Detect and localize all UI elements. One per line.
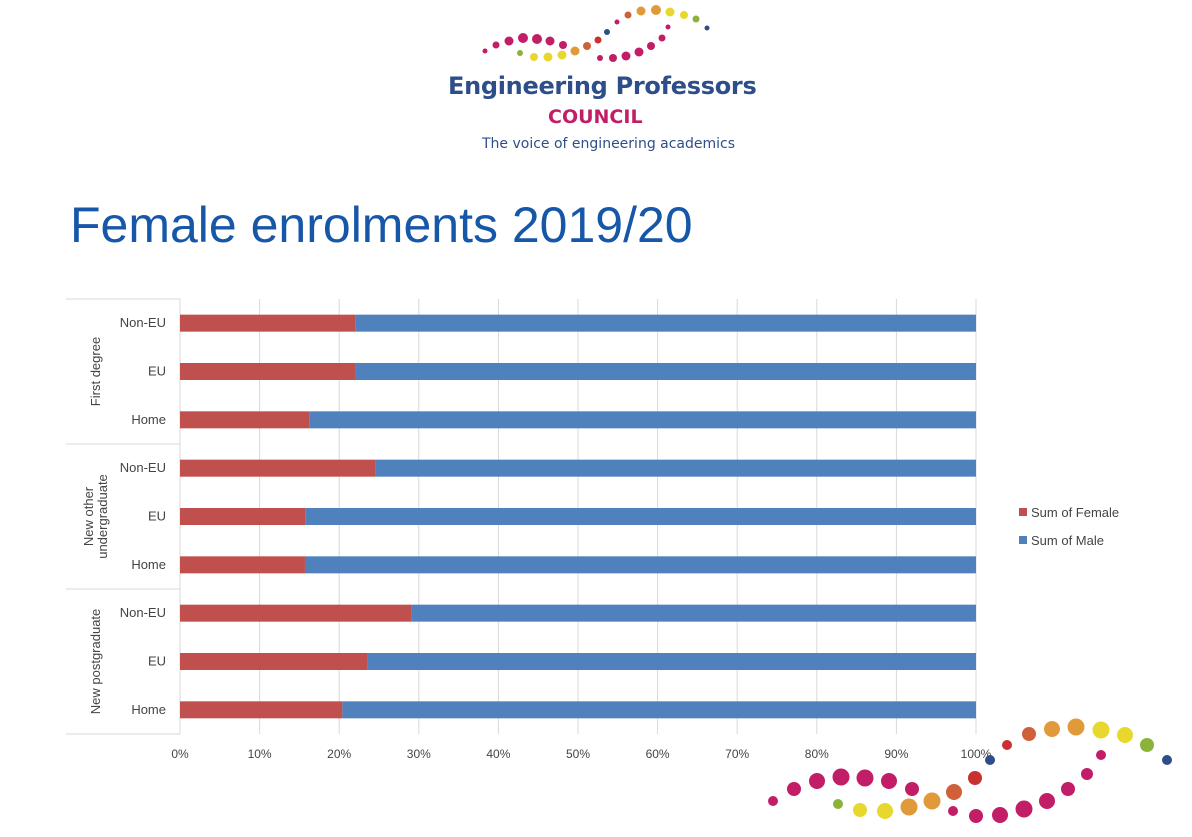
bar-female — [180, 556, 305, 574]
bar-male — [375, 459, 976, 477]
group-label: New postgraduate — [88, 609, 103, 715]
x-tick-label: 0% — [171, 747, 189, 761]
group-label: First degree — [88, 337, 103, 406]
x-tick-label: 10% — [248, 747, 272, 761]
category-label: Non-EU — [120, 460, 166, 475]
bar-female — [180, 701, 343, 719]
bar-male — [355, 314, 976, 332]
category-label: Non-EU — [120, 605, 166, 620]
category-label: Home — [131, 557, 166, 572]
bar-female — [180, 604, 412, 622]
bar-female — [180, 459, 376, 477]
page-title: Female enrolments 2019/20 — [70, 197, 693, 253]
x-tick-label: 50% — [566, 747, 590, 761]
x-tick-label: 40% — [486, 747, 510, 761]
bar-male — [309, 411, 976, 429]
x-tick-label: 30% — [407, 747, 431, 761]
bar-female — [180, 508, 306, 525]
bar-male — [304, 556, 976, 574]
bar-male — [342, 701, 976, 719]
bar-male — [367, 653, 976, 670]
legend-label: Sum of Female — [1031, 505, 1119, 520]
bar-male — [355, 363, 976, 380]
bar-female — [180, 411, 310, 429]
category-label: Non-EU — [120, 315, 166, 330]
bar-female — [180, 314, 356, 332]
logo-council: COUNCIL — [548, 106, 643, 128]
x-tick-label: 60% — [646, 747, 670, 761]
legend-swatch — [1019, 508, 1027, 516]
category-label: EU — [148, 364, 166, 379]
logo-dots — [482, 5, 710, 62]
x-tick-label: 90% — [884, 747, 908, 761]
x-tick-label: 80% — [805, 747, 829, 761]
bar-male — [411, 604, 976, 622]
bar-female — [180, 653, 368, 670]
bar-female — [180, 363, 356, 380]
x-tick-label: 100% — [961, 747, 992, 761]
group-label: undergraduate — [95, 474, 110, 559]
logo-name: Engineering Professors — [448, 72, 757, 100]
legend-label: Sum of Male — [1031, 533, 1104, 548]
group-label: New other — [81, 486, 96, 546]
legend-swatch — [1019, 536, 1027, 544]
category-label: Home — [131, 412, 166, 427]
x-tick-label: 20% — [327, 747, 351, 761]
category-label: EU — [148, 509, 166, 524]
bar-male — [305, 508, 976, 525]
logo-tagline: The voice of engineering academics — [482, 136, 736, 152]
category-label: Home — [131, 702, 166, 717]
x-tick-label: 70% — [725, 747, 749, 761]
category-label: EU — [148, 654, 166, 669]
